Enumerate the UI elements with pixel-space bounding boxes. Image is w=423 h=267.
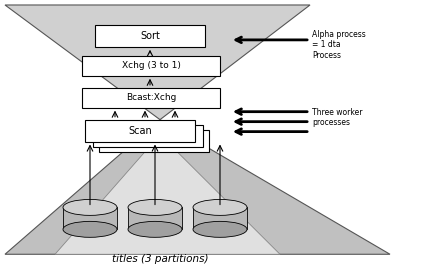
Bar <box>82 88 220 108</box>
Text: titles (3 partitions): titles (3 partitions) <box>112 254 208 264</box>
Ellipse shape <box>63 221 117 237</box>
Text: Bcast:Xchg: Bcast:Xchg <box>126 93 176 102</box>
Text: Sort: Sort <box>140 31 160 41</box>
Polygon shape <box>55 135 280 254</box>
Ellipse shape <box>193 221 247 237</box>
Text: Xchg (3 to 1): Xchg (3 to 1) <box>121 61 181 70</box>
Bar <box>128 207 182 229</box>
Ellipse shape <box>63 199 117 215</box>
Text: Scan: Scan <box>128 126 152 136</box>
Polygon shape <box>5 5 310 120</box>
Bar <box>82 56 220 76</box>
Text: Three worker
processes: Three worker processes <box>312 108 363 127</box>
Bar <box>93 125 203 147</box>
Text: Alpha process
= 1 dta
Process: Alpha process = 1 dta Process <box>312 30 366 60</box>
Bar <box>99 130 209 152</box>
Polygon shape <box>5 120 390 254</box>
Ellipse shape <box>128 221 182 237</box>
Ellipse shape <box>128 199 182 215</box>
Bar <box>95 25 205 47</box>
Bar <box>85 120 195 142</box>
Ellipse shape <box>193 199 247 215</box>
Bar <box>63 207 117 229</box>
Bar <box>193 207 247 229</box>
